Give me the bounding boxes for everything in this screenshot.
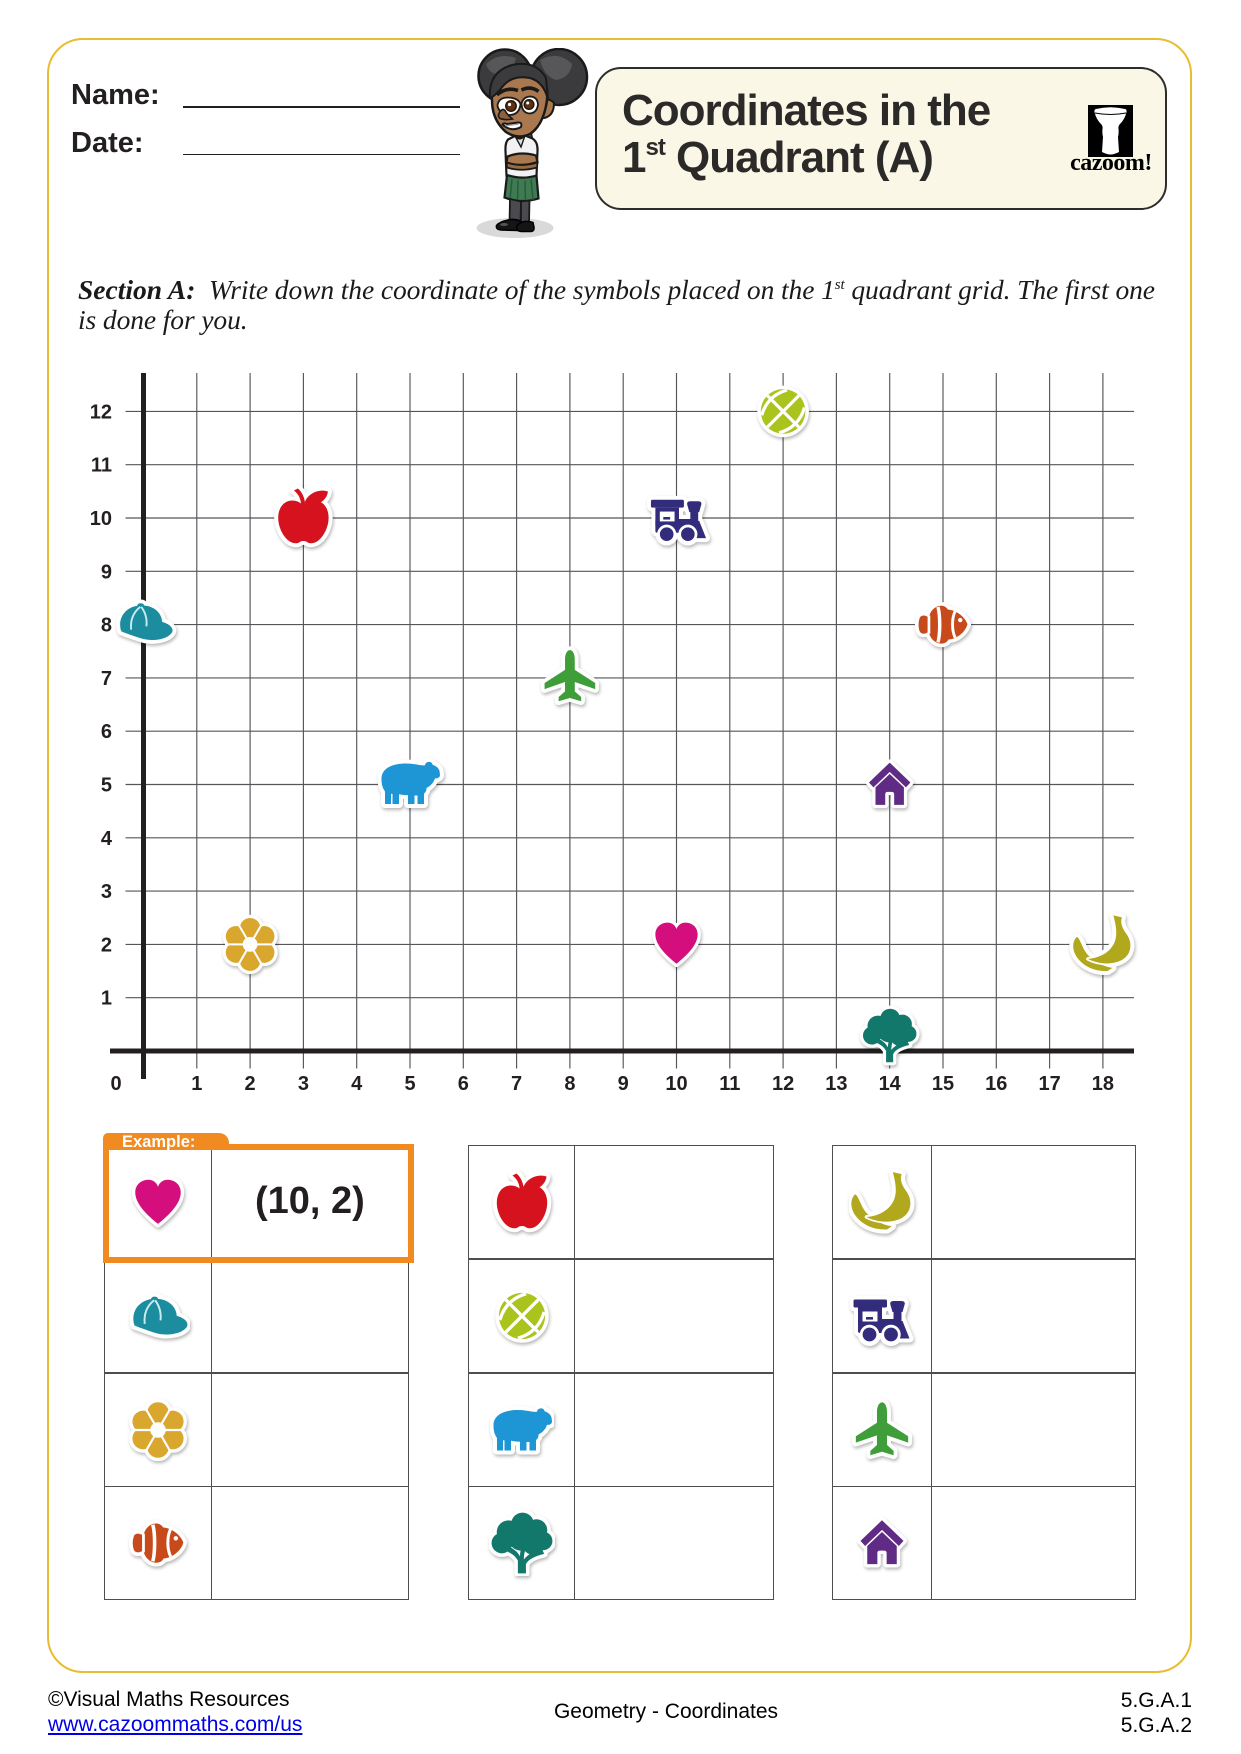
svg-text:15: 15 bbox=[932, 1073, 954, 1095]
svg-text:8: 8 bbox=[564, 1073, 575, 1095]
svg-text:3: 3 bbox=[101, 881, 112, 903]
svg-text:10: 10 bbox=[665, 1073, 687, 1095]
svg-text:8: 8 bbox=[101, 615, 112, 637]
svg-text:13: 13 bbox=[825, 1073, 847, 1095]
svg-text:14: 14 bbox=[879, 1073, 902, 1095]
svg-text:12: 12 bbox=[90, 401, 112, 423]
svg-text:6: 6 bbox=[458, 1073, 469, 1095]
svg-text:4: 4 bbox=[101, 828, 113, 850]
svg-text:9: 9 bbox=[618, 1073, 629, 1095]
svg-text:12: 12 bbox=[772, 1073, 794, 1095]
svg-text:1: 1 bbox=[191, 1073, 202, 1095]
svg-text:2: 2 bbox=[245, 1073, 256, 1095]
svg-text:5: 5 bbox=[404, 1073, 415, 1095]
svg-text:2: 2 bbox=[101, 934, 112, 956]
svg-text:11: 11 bbox=[91, 455, 112, 477]
svg-text:3: 3 bbox=[298, 1073, 309, 1095]
svg-text:9: 9 bbox=[101, 561, 112, 583]
svg-text:7: 7 bbox=[511, 1073, 522, 1095]
svg-text:4: 4 bbox=[351, 1073, 363, 1095]
svg-text:1: 1 bbox=[101, 988, 112, 1010]
svg-text:11: 11 bbox=[719, 1073, 740, 1095]
svg-text:5: 5 bbox=[101, 775, 112, 797]
svg-text:10: 10 bbox=[90, 508, 112, 530]
svg-text:16: 16 bbox=[985, 1073, 1007, 1095]
svg-text:17: 17 bbox=[1038, 1073, 1060, 1095]
svg-text:6: 6 bbox=[101, 721, 112, 743]
svg-text:0: 0 bbox=[110, 1073, 121, 1095]
svg-text:7: 7 bbox=[101, 668, 112, 690]
svg-text:18: 18 bbox=[1092, 1073, 1114, 1095]
